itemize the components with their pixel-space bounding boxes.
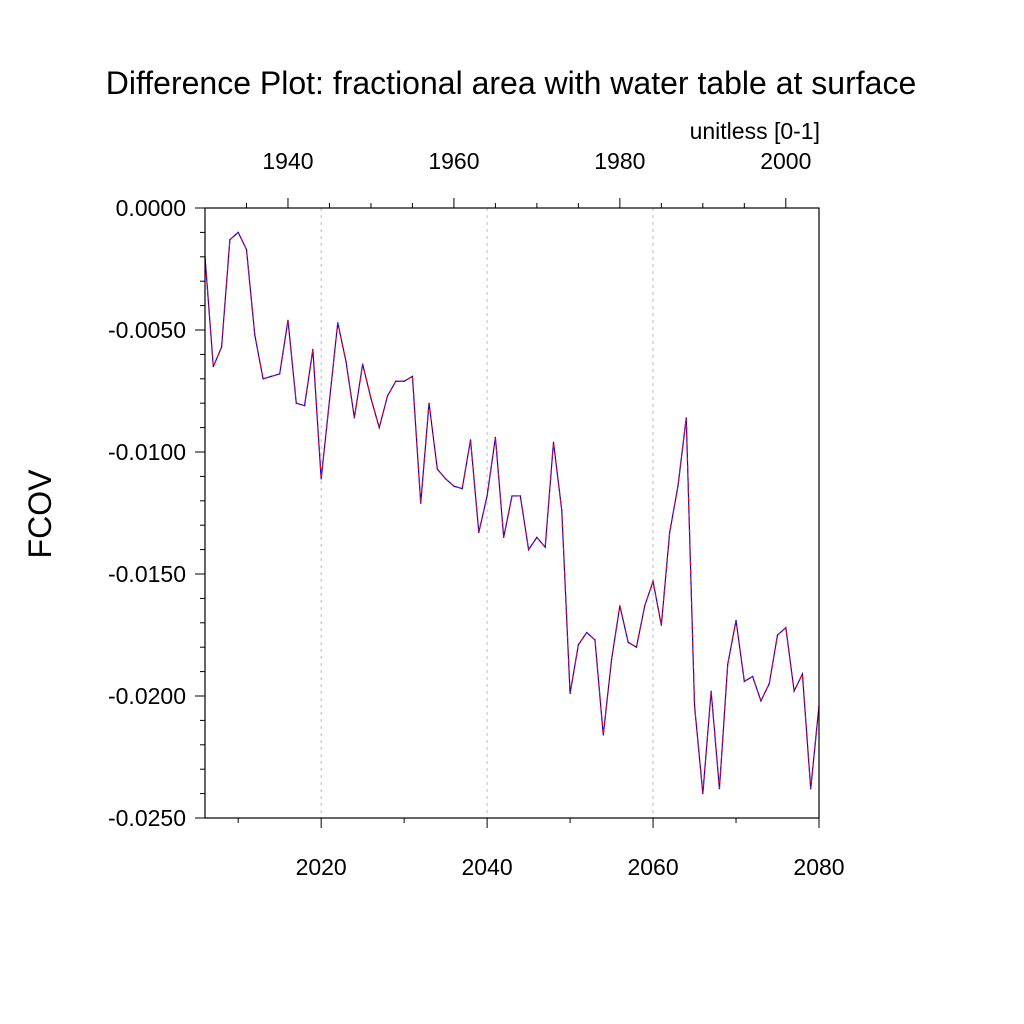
data-point (519, 495, 521, 497)
data-point (386, 395, 389, 397)
data-point (586, 631, 588, 634)
data-point (478, 531, 480, 534)
data-point (577, 644, 579, 646)
data-point (220, 346, 223, 348)
data-point (785, 627, 787, 629)
units-label: unitless [0-1] (690, 118, 820, 144)
data-point (652, 580, 654, 582)
data-point (303, 405, 306, 407)
series-line-red-dashed (204, 231, 820, 794)
data-point (635, 646, 638, 648)
data-point (320, 478, 322, 480)
data-point (776, 634, 779, 636)
data-point (461, 488, 463, 490)
data-point (378, 427, 380, 429)
data-point (768, 683, 770, 685)
data-point (445, 478, 447, 480)
data-point (627, 641, 629, 643)
data-point (527, 549, 530, 551)
data-point (262, 378, 264, 380)
data-point (693, 705, 696, 707)
data-point (685, 417, 687, 419)
data-point (793, 690, 795, 692)
y-tick-label: -0.0100 (108, 439, 186, 465)
data-point (353, 417, 355, 419)
data-point (644, 605, 646, 607)
tick-marks (195, 198, 820, 828)
x-bottom-tick-label: 2020 (296, 854, 347, 880)
y-tick-label: -0.0050 (108, 317, 186, 343)
data-point (420, 502, 422, 504)
data-point (752, 675, 754, 678)
data-point (295, 402, 297, 404)
x-top-tick-label: 1960 (428, 148, 479, 174)
data-point (669, 531, 671, 534)
data-point (287, 319, 289, 321)
data-point (212, 366, 214, 368)
data-point (561, 509, 563, 512)
x-top-tick-label: 2000 (760, 148, 811, 174)
data-point (718, 788, 721, 790)
x-bottom-tick-label: 2080 (793, 854, 844, 880)
data-point (503, 536, 505, 539)
data-point (602, 734, 604, 736)
data-point (511, 495, 513, 497)
x-bottom-tick-label: 2060 (627, 854, 678, 880)
data-point (735, 619, 737, 621)
data-point (403, 380, 405, 382)
data-point (395, 380, 397, 382)
data-point (760, 700, 762, 702)
data-point (270, 375, 272, 377)
data-point (469, 439, 472, 441)
data-point (370, 397, 372, 399)
data-point (411, 375, 414, 377)
data-point (702, 793, 704, 795)
tick-labels: 0.0000 -0.0050 -0.0100 -0.0150 -0.0200 -0.025… (108, 148, 845, 880)
chart-title: Difference Plot: fractional area with wa… (106, 65, 916, 101)
data-point (552, 441, 555, 443)
axes (204, 207, 820, 819)
data-point (594, 639, 596, 641)
data-point (677, 485, 679, 487)
data-point (328, 400, 331, 402)
data-point (345, 361, 347, 363)
data-point (229, 239, 231, 241)
data-point (436, 468, 438, 470)
vertical-gridlines (320, 208, 654, 818)
data-point (453, 485, 455, 487)
data-point (660, 624, 662, 626)
x-top-tick-label: 1940 (262, 148, 313, 174)
data-point (743, 680, 745, 682)
data-point (237, 231, 239, 233)
data-point (245, 248, 248, 251)
data-point (494, 436, 497, 438)
data-point (619, 605, 621, 607)
data-point (254, 334, 256, 336)
series-line-blue (204, 231, 820, 794)
y-tick-label: -0.0200 (108, 683, 186, 709)
data-point (710, 690, 712, 692)
data-point (810, 788, 812, 790)
data-point (727, 663, 729, 665)
y-tick-label: 0.0000 (116, 195, 186, 221)
data-point (569, 692, 571, 695)
data-point (337, 322, 339, 324)
data-series (204, 231, 820, 795)
data-point (536, 536, 538, 539)
plot-frame (204, 207, 820, 819)
data-point (610, 658, 613, 661)
data-point (486, 495, 488, 497)
data-point (544, 546, 546, 548)
data-point (312, 348, 314, 351)
x-bottom-tick-label: 2040 (462, 854, 513, 880)
data-point (362, 363, 364, 365)
y-axis-label: FCOV (22, 469, 58, 559)
x-top-tick-label: 1980 (594, 148, 645, 174)
data-point (279, 373, 281, 375)
y-tick-label: -0.0150 (108, 561, 186, 587)
y-tick-label: -0.0250 (108, 805, 186, 831)
data-point (428, 402, 430, 404)
data-point (801, 673, 804, 675)
